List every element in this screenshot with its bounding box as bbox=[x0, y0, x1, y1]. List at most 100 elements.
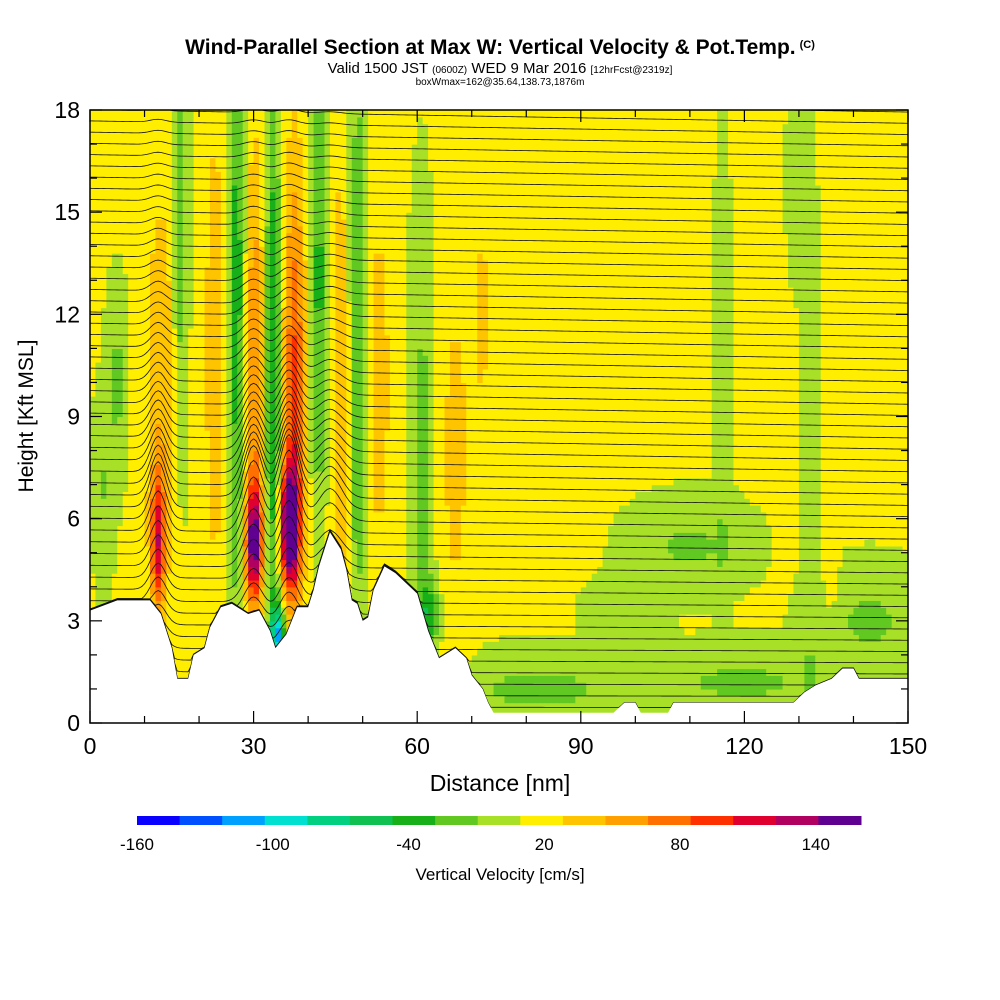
velocity-cell bbox=[259, 552, 266, 561]
velocity-cell bbox=[209, 498, 217, 506]
velocity-cell bbox=[569, 702, 576, 710]
velocity-cell bbox=[177, 511, 184, 520]
velocity-cell bbox=[542, 654, 549, 663]
velocity-cell bbox=[602, 511, 609, 520]
velocity-cell bbox=[144, 552, 151, 561]
velocity-cell bbox=[722, 607, 729, 615]
velocity-cell bbox=[177, 661, 184, 670]
velocity-cell bbox=[608, 573, 615, 581]
velocity-cell bbox=[711, 682, 718, 690]
velocity-cell bbox=[177, 573, 184, 581]
velocity-cell bbox=[177, 648, 184, 656]
velocity-cell bbox=[199, 505, 206, 513]
velocity-cell bbox=[428, 511, 435, 520]
velocity-cell bbox=[400, 525, 407, 533]
velocity-cell bbox=[575, 627, 582, 636]
velocity-cell bbox=[569, 688, 576, 697]
velocity-cell bbox=[782, 668, 789, 676]
velocity-cell bbox=[166, 607, 173, 615]
velocity-cell bbox=[493, 688, 500, 697]
velocity-cell bbox=[128, 539, 135, 547]
velocity-cell bbox=[542, 675, 549, 683]
velocity-cell bbox=[264, 600, 271, 608]
velocity-cell bbox=[580, 688, 587, 697]
velocity-cell bbox=[417, 566, 424, 574]
velocity-cell bbox=[744, 552, 751, 561]
velocity-cell bbox=[215, 545, 222, 554]
velocity-cell bbox=[466, 532, 473, 540]
velocity-cell bbox=[635, 627, 642, 636]
velocity-cell bbox=[875, 654, 882, 663]
velocity-cell bbox=[782, 593, 789, 601]
velocity-cell bbox=[548, 654, 555, 663]
velocity-cell bbox=[777, 600, 784, 608]
velocity-cell bbox=[166, 498, 173, 506]
velocity-cell bbox=[733, 573, 740, 581]
velocity-cell bbox=[668, 505, 675, 513]
velocity-cell bbox=[531, 688, 538, 697]
velocity-cell bbox=[711, 675, 718, 683]
velocity-cell bbox=[166, 573, 173, 581]
velocity-cell bbox=[858, 552, 865, 561]
velocity-cell bbox=[439, 579, 446, 588]
velocity-cell bbox=[602, 498, 609, 506]
velocity-cell bbox=[111, 586, 118, 595]
velocity-cell bbox=[417, 539, 424, 547]
velocity-cell bbox=[264, 491, 271, 499]
velocity-cell bbox=[520, 675, 527, 683]
velocity-cell bbox=[580, 614, 587, 622]
velocity-cell bbox=[673, 573, 680, 581]
velocity-cell bbox=[433, 573, 440, 581]
velocity-cell bbox=[875, 525, 882, 533]
velocity-cell bbox=[640, 579, 647, 588]
velocity-cell bbox=[891, 600, 898, 608]
velocity-cell bbox=[586, 688, 593, 697]
velocity-cell bbox=[455, 579, 462, 588]
velocity-cell bbox=[193, 641, 200, 649]
velocity-cell bbox=[760, 627, 767, 636]
velocity-cell bbox=[493, 593, 500, 601]
velocity-cell bbox=[624, 525, 631, 533]
velocity-cell bbox=[728, 593, 735, 601]
velocity-cell bbox=[515, 511, 522, 520]
velocity-cell bbox=[788, 627, 795, 636]
velocity-cell bbox=[635, 579, 642, 588]
velocity-cell bbox=[597, 614, 604, 622]
velocity-cell bbox=[564, 627, 571, 636]
velocity-cell bbox=[886, 661, 893, 670]
velocity-cell bbox=[733, 661, 740, 670]
velocity-cell bbox=[793, 593, 800, 601]
velocity-cell bbox=[433, 614, 440, 622]
velocity-cell bbox=[760, 593, 767, 601]
velocity-cell bbox=[302, 586, 309, 595]
velocity-cell bbox=[902, 627, 908, 636]
velocity-cell bbox=[657, 600, 664, 608]
velocity-cell bbox=[651, 627, 658, 636]
velocity-cell bbox=[139, 559, 146, 567]
velocity-cell bbox=[231, 559, 238, 567]
velocity-cell bbox=[531, 627, 538, 636]
velocity-cell bbox=[362, 600, 369, 608]
velocity-cell bbox=[558, 525, 566, 533]
velocity-cell bbox=[749, 688, 756, 697]
velocity-cell bbox=[695, 573, 702, 581]
velocity-cell bbox=[177, 532, 184, 540]
velocity-cell bbox=[569, 607, 576, 615]
velocity-cell bbox=[504, 675, 511, 683]
velocity-cell bbox=[613, 675, 620, 683]
velocity-cell bbox=[220, 491, 227, 499]
velocity-cell bbox=[842, 552, 849, 561]
velocity-cell bbox=[657, 668, 664, 676]
velocity-cell bbox=[815, 620, 822, 629]
velocity-cell bbox=[449, 532, 456, 540]
velocity-cell bbox=[902, 634, 908, 642]
velocity-cell bbox=[635, 586, 642, 595]
velocity-cell bbox=[798, 614, 805, 622]
velocity-cell bbox=[798, 627, 805, 636]
velocity-cell bbox=[602, 545, 609, 554]
velocity-cell bbox=[509, 607, 516, 615]
velocity-cell bbox=[286, 559, 293, 567]
velocity-cell bbox=[618, 539, 626, 547]
velocity-cell bbox=[569, 654, 576, 663]
velocity-cell bbox=[689, 627, 696, 636]
